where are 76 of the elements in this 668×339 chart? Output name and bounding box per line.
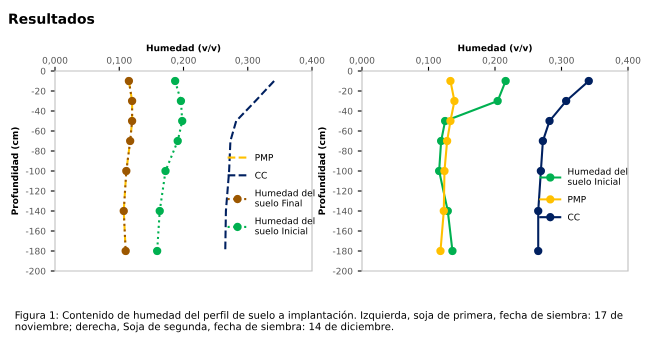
y-tick-label: -140	[332, 208, 352, 215]
legend-label: CC	[568, 214, 580, 220]
y-tick-label: -140	[26, 208, 46, 215]
point	[128, 96, 136, 106]
y-tick-label: -20	[338, 88, 352, 95]
x-tick-label: 0,200	[171, 56, 196, 65]
y-tick-label: -180	[332, 248, 352, 255]
point	[152, 246, 162, 256]
text: Figura 1: Contenido de humedad del perfil de suelo a implantación. Izquierda, soja de primera, fecha de siembra: 17 de noviembre; derecha, Soja de segunda, fecha de siembra: 14 de diciembre.	[16, 310, 622, 332]
point	[501, 76, 510, 86]
point	[440, 166, 449, 176]
point	[161, 166, 170, 176]
point	[446, 116, 455, 126]
y-tick-label: -100	[332, 168, 352, 175]
y-tick-label: -100	[26, 168, 46, 175]
text: Resultados	[9, 13, 94, 24]
x-tick-label: 0,300	[235, 56, 260, 65]
x-tick-label: 0,100	[106, 56, 132, 65]
point	[448, 246, 457, 256]
x-axis-title: Humedad (v/v)	[146, 44, 220, 52]
y-tick-label: -20	[32, 88, 46, 95]
x-tick-label: 0,000	[350, 56, 374, 65]
point	[156, 206, 164, 216]
x-tick-label: 0,400	[616, 56, 640, 65]
point	[536, 166, 546, 176]
point	[440, 206, 448, 216]
point	[124, 76, 134, 86]
legend-label: Humedad del suelo Inicial	[255, 217, 314, 234]
point	[176, 96, 186, 106]
y-tick-label: -180	[26, 248, 46, 255]
y-tick-label: -120	[332, 188, 352, 195]
legend-label: Humedad del suelo Inicial	[568, 168, 628, 185]
point	[545, 116, 554, 126]
point	[584, 76, 593, 86]
y-tick-label: -120	[26, 188, 46, 195]
point	[170, 76, 180, 86]
y-tick-label: -200	[332, 268, 352, 275]
point	[178, 116, 186, 126]
x-tick-label: 0,200	[482, 56, 508, 65]
point	[174, 136, 182, 146]
point	[442, 136, 452, 146]
point	[122, 246, 130, 256]
y-tick-label: -40	[32, 108, 46, 115]
point	[538, 136, 548, 146]
point	[122, 166, 130, 176]
y-tick-label: -160	[332, 228, 352, 235]
y-tick-label: -200	[26, 268, 46, 275]
legend-label: PMP	[256, 154, 274, 161]
x-tick-label: 0,300	[549, 56, 574, 65]
y-tick-label: 0	[40, 68, 46, 75]
legend-label: CC	[255, 172, 267, 179]
legend-label: Humedad del suelo Final	[255, 189, 314, 206]
point	[126, 136, 134, 146]
legend-label: PMP	[568, 196, 586, 203]
point	[534, 246, 542, 256]
point	[436, 246, 445, 256]
point	[120, 206, 128, 216]
point	[534, 206, 542, 216]
y-tick-label: -60	[32, 128, 46, 135]
y-tick-label: -80	[338, 148, 352, 155]
y-axis-title: Profundidad (cm)	[318, 127, 326, 215]
point	[446, 76, 455, 86]
x-axis-title: Humedad (v/v)	[458, 44, 532, 52]
y-axis-title: Profundidad (cm)	[11, 127, 20, 215]
point	[450, 96, 459, 106]
point	[562, 96, 570, 106]
x-tick-label: 0,000	[42, 56, 68, 65]
y-tick-label: -80	[32, 148, 46, 155]
x-tick-label: 0,100	[416, 56, 441, 65]
point	[128, 116, 136, 126]
x-tick-label: 0,400	[300, 56, 324, 65]
y-tick-label: -60	[338, 128, 352, 135]
point	[493, 96, 502, 106]
y-tick-label: -40	[338, 108, 352, 115]
y-tick-label: -160	[26, 228, 46, 235]
y-tick-label: 0	[348, 68, 352, 75]
